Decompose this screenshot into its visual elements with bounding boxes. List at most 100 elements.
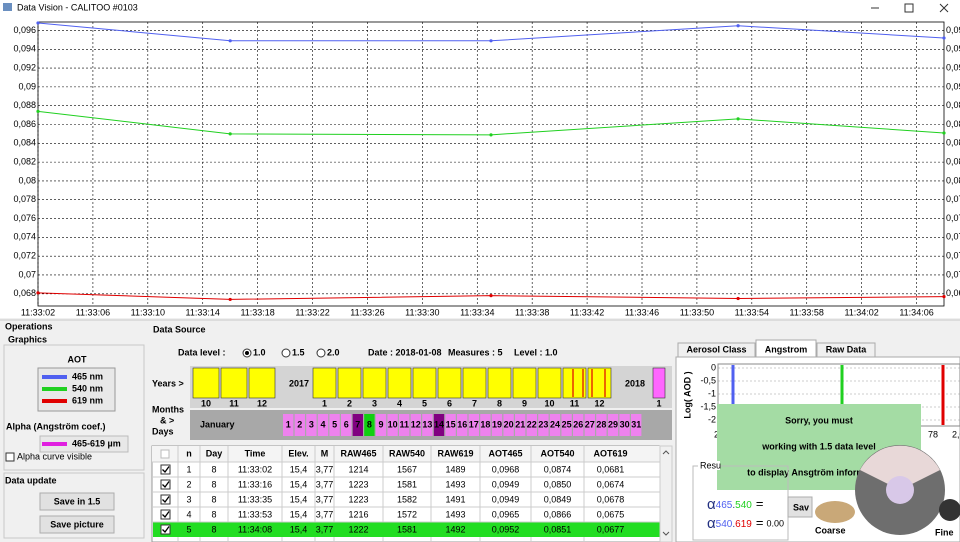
- month-cell[interactable]: [512, 367, 537, 399]
- month-label[interactable]: 10: [201, 398, 211, 408]
- tab[interactable]: [677, 342, 756, 358]
- month-label[interactable]: 11: [229, 398, 239, 408]
- day-cell[interactable]: [457, 414, 468, 436]
- day-cell[interactable]: [294, 414, 305, 436]
- day-label[interactable]: 20: [504, 419, 514, 429]
- row-checkbox[interactable]: [160, 464, 171, 475]
- month-label[interactable]: 9: [522, 398, 527, 408]
- month-label[interactable]: 6: [447, 398, 452, 408]
- month-label[interactable]: 8: [497, 398, 502, 408]
- radio[interactable]: [316, 348, 326, 358]
- day-cell[interactable]: [387, 414, 398, 436]
- day-cell[interactable]: [573, 414, 584, 436]
- day-label[interactable]: 3: [309, 419, 314, 429]
- month-cell[interactable]: [412, 367, 437, 399]
- month-cell[interactable]: [312, 367, 337, 399]
- month-cell[interactable]: [362, 367, 387, 399]
- day-cell[interactable]: [561, 414, 572, 436]
- month-label[interactable]: 1: [322, 398, 327, 408]
- month-cell[interactable]: [437, 367, 462, 399]
- day-cell[interactable]: [480, 414, 491, 436]
- day-label[interactable]: 30: [620, 419, 630, 429]
- radio-label[interactable]: 1.5: [292, 347, 305, 357]
- day-cell[interactable]: [364, 414, 375, 436]
- day-cell[interactable]: [515, 414, 526, 436]
- day-cell[interactable]: [317, 414, 329, 436]
- day-label[interactable]: 23: [538, 419, 548, 429]
- month-cell[interactable]: [220, 367, 248, 399]
- day-label[interactable]: 31: [631, 419, 641, 429]
- day-label[interactable]: 16: [457, 419, 467, 429]
- month-label[interactable]: 12: [257, 398, 267, 408]
- day-cell[interactable]: [619, 414, 630, 436]
- tab-label[interactable]: Raw Data: [826, 344, 868, 354]
- day-cell[interactable]: [341, 414, 352, 436]
- day-cell[interactable]: [352, 414, 363, 436]
- day-label[interactable]: 21: [515, 419, 525, 429]
- tab-label[interactable]: Angstrom: [765, 344, 808, 354]
- month-label[interactable]: 11: [570, 398, 580, 408]
- month-cell[interactable]: [652, 367, 666, 399]
- month-label[interactable]: 1: [656, 398, 661, 408]
- radio-label[interactable]: 1.0: [253, 347, 266, 357]
- row-checkbox[interactable]: [160, 479, 171, 490]
- month-cell[interactable]: [562, 367, 587, 399]
- month-cell[interactable]: [387, 367, 412, 399]
- month-cell[interactable]: [337, 367, 362, 399]
- day-cell[interactable]: [468, 414, 479, 436]
- day-label[interactable]: 9: [378, 419, 383, 429]
- month-cell[interactable]: [487, 367, 512, 399]
- day-label[interactable]: 4: [320, 419, 325, 429]
- day-cell[interactable]: [631, 414, 642, 436]
- month-label[interactable]: 3: [372, 398, 377, 408]
- day-cell[interactable]: [283, 414, 294, 436]
- button-label[interactable]: Save in 1.5: [54, 496, 101, 506]
- day-label[interactable]: 6: [344, 419, 349, 429]
- day-label[interactable]: 10: [388, 419, 398, 429]
- row-checkbox[interactable]: [160, 494, 171, 505]
- day-label[interactable]: 13: [422, 419, 432, 429]
- day-cell[interactable]: [433, 414, 445, 436]
- month-label[interactable]: 2: [347, 398, 352, 408]
- alpha-checkbox[interactable]: [5, 452, 15, 462]
- day-cell[interactable]: [445, 414, 456, 436]
- day-label[interactable]: 2: [297, 419, 302, 429]
- month-cell[interactable]: [192, 367, 220, 399]
- day-cell[interactable]: [526, 414, 537, 436]
- tab-label[interactable]: Aerosol Class: [686, 344, 746, 354]
- day-cell[interactable]: [306, 414, 317, 436]
- day-cell[interactable]: [329, 414, 340, 436]
- day-label[interactable]: 5: [332, 419, 337, 429]
- month-label[interactable]: 12: [594, 398, 604, 408]
- month-cell[interactable]: [537, 367, 562, 399]
- day-cell[interactable]: [375, 414, 387, 436]
- save-button[interactable]: [787, 496, 813, 518]
- day-label[interactable]: 1: [286, 419, 291, 429]
- radio-label[interactable]: 2.0: [327, 347, 340, 357]
- day-cell[interactable]: [399, 414, 410, 436]
- tab[interactable]: [816, 342, 876, 358]
- month-label[interactable]: 10: [544, 398, 554, 408]
- day-label[interactable]: 7: [355, 419, 360, 429]
- alpha-legend-box[interactable]: [39, 435, 129, 453]
- day-label[interactable]: 27: [585, 419, 595, 429]
- day-label[interactable]: 8: [367, 419, 372, 429]
- radio[interactable]: [281, 348, 291, 358]
- day-label[interactable]: 29: [608, 419, 618, 429]
- button[interactable]: [39, 515, 115, 534]
- day-cell[interactable]: [538, 414, 549, 436]
- day-label[interactable]: 26: [573, 419, 583, 429]
- month-label[interactable]: 7: [472, 398, 477, 408]
- month-label[interactable]: 4: [397, 398, 402, 408]
- row-checkbox[interactable]: [160, 509, 171, 520]
- save-button-label[interactable]: Sav: [793, 502, 809, 512]
- button[interactable]: [39, 492, 115, 511]
- month-cell[interactable]: [248, 367, 276, 399]
- day-cell[interactable]: [503, 414, 514, 436]
- day-label[interactable]: 14: [434, 419, 444, 429]
- tab[interactable]: [755, 339, 817, 358]
- button-label[interactable]: Save picture: [50, 519, 104, 529]
- day-label[interactable]: 19: [492, 419, 502, 429]
- day-label[interactable]: 18: [480, 419, 490, 429]
- day-label[interactable]: 24: [550, 419, 560, 429]
